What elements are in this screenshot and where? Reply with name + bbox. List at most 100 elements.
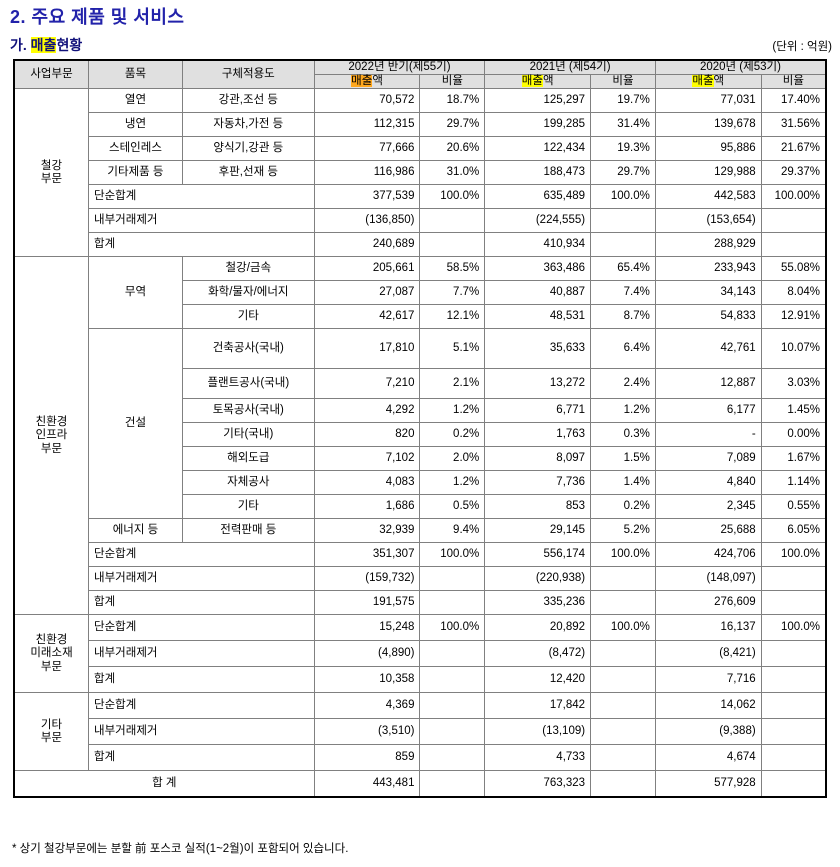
- amount-2020: 95,886: [654, 136, 762, 162]
- use-label: 양식기,강관 등: [181, 136, 315, 162]
- summary-label: 단순합계: [88, 614, 315, 642]
- footnote: * 상기 철강부문에는 분할 前 포스코 실적(1~2월)이 포함되어 있습니다…: [12, 843, 349, 855]
- amount-2021: 1,763: [484, 422, 592, 448]
- subtitle-prefix: 가.: [10, 37, 31, 53]
- ratio-2020: [760, 666, 827, 694]
- ratio-2022: 100.0%: [419, 184, 486, 210]
- col-header-period-2020: 2020년 (제53기): [654, 59, 827, 76]
- amount-2020: 34,143: [654, 280, 762, 306]
- ratio-2021: [590, 208, 656, 234]
- ratio-2021: [590, 744, 656, 772]
- table-row: 플랜트공사(국내) 7,210 2.1% 13,272 2.4% 12,887 …: [14, 368, 827, 400]
- ratio-2020: [760, 566, 827, 592]
- summary-label: 내부거래제거: [88, 718, 315, 746]
- amount-2020: 276,609: [654, 590, 762, 616]
- col-header-business-division: 사업부문: [13, 59, 89, 90]
- table-row-summary: 합계 240,689 410,934 288,929: [14, 232, 827, 258]
- col-header-amount-2020: 매출액: [654, 74, 762, 90]
- amount-2021: (220,938): [484, 566, 592, 592]
- amount-2022: 15,248: [313, 614, 421, 642]
- amount-2022: (4,890): [313, 640, 421, 668]
- amount-2020: 577,928: [654, 770, 762, 798]
- ratio-2020: 1.45%: [760, 398, 827, 424]
- amount-2021: 29,145: [484, 518, 592, 544]
- ratio-2020: [760, 744, 827, 772]
- amount-2020: 12,887: [654, 368, 762, 400]
- amount-2021: 199,285: [484, 112, 592, 138]
- ratio-2021: [590, 640, 656, 668]
- subtitle-rest: 현황: [56, 37, 83, 53]
- ratio-2022: 2.1%: [419, 368, 486, 400]
- table-row-summary: 합계 859 4,733 4,674: [14, 744, 827, 772]
- ratio-2020: 31.56%: [760, 112, 827, 138]
- summary-label: 합계: [88, 232, 315, 258]
- amount-2021: (224,555): [484, 208, 592, 234]
- amount-2020: 7,089: [654, 446, 762, 472]
- amount-2021: 635,489: [484, 184, 592, 210]
- ratio-2022: 31.0%: [419, 160, 486, 186]
- amount-2022: 27,087: [313, 280, 421, 306]
- amount-2021: (13,109): [484, 718, 592, 746]
- amount-2022: 820: [313, 422, 421, 448]
- col-header-ratio-2021: 비율: [590, 74, 656, 90]
- table-row: 건설 건축공사(국내) 17,810 5.1% 35,633 6.4% 42,7…: [14, 328, 827, 520]
- ratio-2020: 6.05%: [760, 518, 827, 544]
- ratio-2021: 1.2%: [590, 398, 656, 424]
- table-row: 에너지 등 전력판매 등 32,939 9.4% 29,145 5.2% 25,…: [14, 518, 827, 544]
- amount-2020: 42,761: [654, 328, 762, 370]
- ratio-2021: 7.4%: [590, 280, 656, 306]
- table-row: 기타(국내) 820 0.2% 1,763 0.3% - 0.00%: [14, 422, 827, 448]
- ratio-2022: [419, 232, 486, 258]
- amount-2022: 42,617: [313, 304, 421, 330]
- ratio-2022: [419, 640, 486, 668]
- ratio-2021: 0.3%: [590, 422, 656, 448]
- ratio-2021: 6.4%: [590, 328, 656, 370]
- summary-label: 합계: [88, 744, 315, 772]
- ratio-2022: 9.4%: [419, 518, 486, 544]
- amount-2022: 240,689: [313, 232, 421, 258]
- amount-2020: 25,688: [654, 518, 762, 544]
- ratio-2020: 21.67%: [760, 136, 827, 162]
- ratio-2020: [760, 770, 827, 798]
- amount-2021: 4,733: [484, 744, 592, 772]
- amount-2020: 288,929: [654, 232, 762, 258]
- col-header-ratio-2022: 비율: [419, 74, 486, 90]
- ratio-2021: 100.0%: [590, 184, 656, 210]
- summary-label: 내부거래제거: [88, 566, 315, 592]
- ratio-2020: [760, 232, 827, 258]
- section-name-eco-infra: 친환경 인프라 부문: [13, 256, 89, 616]
- amount-2020: 54,833: [654, 304, 762, 330]
- amount-2021: 13,272: [484, 368, 592, 400]
- ratio-2022: [419, 692, 486, 720]
- ratio-2022: 7.7%: [419, 280, 486, 306]
- ratio-2020: 100.0%: [760, 542, 827, 568]
- ratio-2021: [590, 590, 656, 616]
- amount-2020: 14,062: [654, 692, 762, 720]
- amount-2020: -: [654, 422, 762, 448]
- ratio-2022: [419, 208, 486, 234]
- amount-2021: 125,297: [484, 88, 592, 114]
- amount-2020: 233,943: [654, 256, 762, 282]
- ratio-2021: [590, 692, 656, 720]
- ratio-2021: 1.5%: [590, 446, 656, 472]
- table-row: 기타제품 등 후판,선재 등 116,986 31.0% 188,473 29.…: [14, 160, 827, 186]
- table-row: 친환경 인프라 부문 무역 철강/금속 205,661 58.5% 363,486 …: [13, 256, 827, 616]
- ratio-2022: 58.5%: [419, 256, 486, 282]
- table-row: 자체공사 4,083 1.2% 7,736 1.4% 4,840 1.14%: [14, 470, 827, 496]
- amount-2020: (8,421): [654, 640, 762, 668]
- ratio-2022: 18.7%: [419, 88, 486, 114]
- amount-2020: 4,674: [654, 744, 762, 772]
- ratio-2020: 17.40%: [760, 88, 827, 114]
- summary-label: 합계: [88, 666, 315, 694]
- ratio-2021: 8.7%: [590, 304, 656, 330]
- table-row-summary: 내부거래제거 (136,850) (224,555) (153,654): [14, 208, 827, 234]
- amount-2021: 556,174: [484, 542, 592, 568]
- amount-2020: (148,097): [654, 566, 762, 592]
- ratio-2021: [590, 566, 656, 592]
- amount-2022: 70,572: [313, 88, 421, 114]
- ratio-2021: 100.0%: [590, 614, 656, 642]
- use-label: 건축공사(국내): [181, 328, 315, 370]
- ratio-2022: [419, 744, 486, 772]
- amount-2022: 32,939: [313, 518, 421, 544]
- ratio-2022: 29.7%: [419, 112, 486, 138]
